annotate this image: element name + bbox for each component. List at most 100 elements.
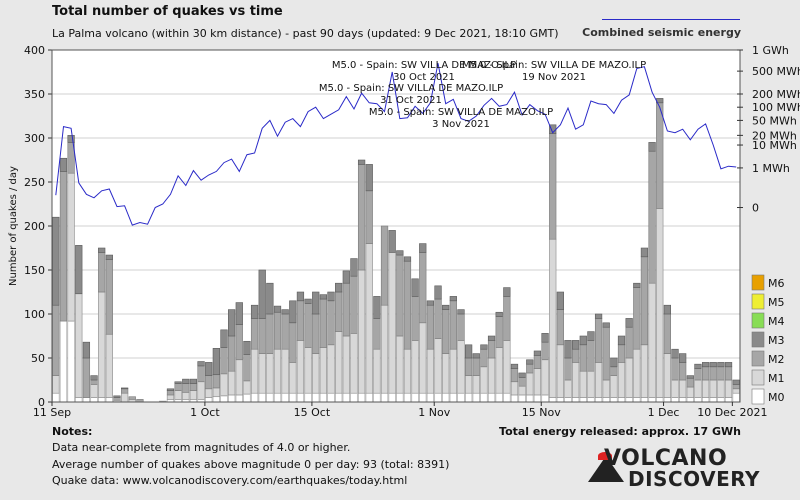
bar-segment-m0[interactable] [52,392,60,403]
bar-segment-m2[interactable] [671,357,679,381]
bar-segment-m0[interactable] [281,392,289,403]
bar-segment-m1[interactable] [365,243,373,394]
bar-segment-m1[interactable] [281,348,289,394]
bar-segment-m0[interactable] [625,397,633,403]
bar-segment-m3[interactable] [121,387,129,390]
bar-segment-m3[interactable] [166,388,175,391]
bar-segment-m1[interactable] [350,333,358,394]
bar-segment-m2[interactable] [113,397,121,401]
bar-segment-m2[interactable] [82,357,91,398]
bar-segment-m3[interactable] [98,247,106,253]
bar-segment-m1[interactable] [228,370,236,396]
bar-segment-m1[interactable] [342,335,350,394]
bar-segment-m2[interactable] [205,375,213,390]
bar-segment-m3[interactable] [694,363,702,369]
bar-segment-m1[interactable] [434,338,442,394]
bar-segment-m2[interactable] [197,365,205,383]
bar-segment-m1[interactable] [182,392,190,400]
bar-segment-m1[interactable] [449,348,457,394]
bar-segment-m2[interactable] [380,225,389,306]
bar-segment-m3[interactable] [235,302,243,325]
bar-segment-m0[interactable] [487,392,496,403]
bar-segment-m1[interactable] [98,291,106,398]
bar-segment-m0[interactable] [296,392,305,403]
bar-segment-m1[interactable] [556,344,564,398]
bar-segment-m2[interactable] [335,291,343,332]
bar-segment-m2[interactable] [243,354,251,382]
bar-segment-m2[interactable] [174,383,182,391]
bar-segment-m2[interactable] [419,252,427,324]
bar-segment-m2[interactable] [304,303,312,348]
bar-segment-m0[interactable] [617,397,626,403]
bar-segment-m3[interactable] [533,350,542,356]
bar-segment-m3[interactable] [640,247,649,258]
bar-segment-m3[interactable] [273,305,282,313]
bar-segment-m1[interactable] [587,370,595,398]
bar-segment-m3[interactable] [266,282,274,315]
bar-segment-m3[interactable] [373,296,381,319]
bar-segment-m0[interactable] [579,397,587,403]
bar-segment-m0[interactable] [694,397,702,403]
bar-segment-m3[interactable] [105,254,113,260]
bar-segment-m0[interactable] [98,397,106,403]
bar-segment-m0[interactable] [75,397,83,403]
bar-segment-m2[interactable] [434,298,442,339]
bar-segment-m3[interactable] [686,375,694,379]
bar-segment-m2[interactable] [694,368,702,381]
bar-segment-m2[interactable] [296,300,305,341]
bar-segment-m3[interactable] [541,333,549,343]
bar-segment-m3[interactable] [388,230,396,253]
bar-segment-m3[interactable] [602,322,610,328]
bar-segment-m3[interactable] [724,362,733,368]
bar-segment-m3[interactable] [403,256,412,262]
bar-segment-m1[interactable] [679,379,687,398]
bar-segment-m3[interactable] [281,309,289,315]
bar-segment-m2[interactable] [724,366,733,381]
bar-segment-m0[interactable] [587,397,595,403]
bar-segment-m0[interactable] [426,392,435,403]
bar-segment-m2[interactable] [220,347,228,375]
bar-segment-m1[interactable] [663,353,671,398]
bar-segment-m1[interactable] [312,353,320,394]
bar-segment-m0[interactable] [594,397,603,403]
bar-segment-m2[interactable] [510,368,519,383]
bar-segment-m2[interactable] [59,171,68,322]
bar-segment-m0[interactable] [442,392,450,403]
bar-segment-m2[interactable] [679,362,687,381]
bar-segment-m2[interactable] [480,348,488,368]
bar-segment-m2[interactable] [556,309,564,346]
bar-segment-m0[interactable] [449,392,457,403]
bar-segment-m0[interactable] [518,394,526,403]
bar-segment-m0[interactable] [243,393,251,403]
bar-segment-m0[interactable] [220,395,228,403]
bar-segment-m2[interactable] [549,133,557,240]
bar-segment-m3[interactable] [449,296,457,302]
bar-segment-m3[interactable] [663,304,671,315]
bar-segment-m3[interactable] [174,381,182,384]
bar-segment-m0[interactable] [686,397,694,403]
bar-segment-m0[interactable] [350,392,358,403]
bar-segment-m3[interactable] [59,157,68,172]
bar-segment-m0[interactable] [495,392,503,403]
bar-segment-m1[interactable] [258,353,266,394]
bar-segment-m2[interactable] [105,259,113,335]
bar-segment-m1[interactable] [289,362,297,394]
bar-segment-m2[interactable] [663,313,671,354]
bar-segment-m1[interactable] [617,362,626,398]
bar-segment-m3[interactable] [572,340,580,350]
bar-segment-m1[interactable] [495,347,503,394]
bar-segment-m2[interactable] [464,357,473,376]
bar-segment-m0[interactable] [709,397,717,403]
bar-segment-m1[interactable] [526,372,534,396]
bar-segment-m2[interactable] [656,102,664,209]
bar-segment-m3[interactable] [419,243,427,253]
bar-segment-m2[interactable] [90,379,98,385]
bar-segment-m2[interactable] [610,366,618,376]
bar-segment-m0[interactable] [357,392,366,403]
bar-segment-m0[interactable] [671,397,679,403]
bar-segment-m0[interactable] [235,394,243,403]
bar-segment-m1[interactable] [510,381,519,396]
bar-segment-m0[interactable] [304,392,312,403]
bar-segment-m0[interactable] [273,392,282,403]
bar-segment-m0[interactable] [90,397,98,403]
